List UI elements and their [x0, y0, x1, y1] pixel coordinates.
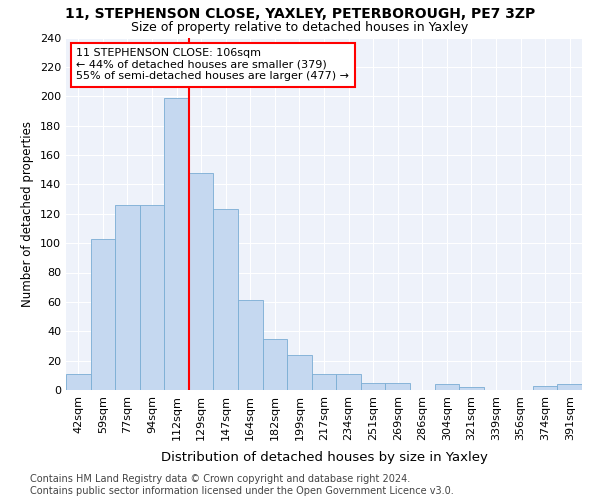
Bar — [238, 300, 263, 390]
Bar — [263, 338, 287, 390]
Bar — [189, 172, 214, 390]
Bar — [66, 374, 91, 390]
Text: 11 STEPHENSON CLOSE: 106sqm
← 44% of detached houses are smaller (379)
55% of se: 11 STEPHENSON CLOSE: 106sqm ← 44% of det… — [76, 48, 349, 82]
Bar — [459, 387, 484, 390]
Text: Size of property relative to detached houses in Yaxley: Size of property relative to detached ho… — [131, 21, 469, 34]
Bar — [557, 384, 582, 390]
Bar — [361, 382, 385, 390]
Bar — [336, 374, 361, 390]
Bar — [91, 238, 115, 390]
Bar — [214, 210, 238, 390]
Text: 11, STEPHENSON CLOSE, YAXLEY, PETERBOROUGH, PE7 3ZP: 11, STEPHENSON CLOSE, YAXLEY, PETERBOROU… — [65, 8, 535, 22]
Bar — [115, 205, 140, 390]
Bar — [140, 205, 164, 390]
Y-axis label: Number of detached properties: Number of detached properties — [22, 120, 34, 306]
Bar — [533, 386, 557, 390]
X-axis label: Distribution of detached houses by size in Yaxley: Distribution of detached houses by size … — [161, 451, 487, 464]
Bar — [434, 384, 459, 390]
Bar — [385, 382, 410, 390]
Bar — [164, 98, 189, 390]
Bar — [312, 374, 336, 390]
Text: Contains HM Land Registry data © Crown copyright and database right 2024.
Contai: Contains HM Land Registry data © Crown c… — [30, 474, 454, 496]
Bar — [287, 355, 312, 390]
